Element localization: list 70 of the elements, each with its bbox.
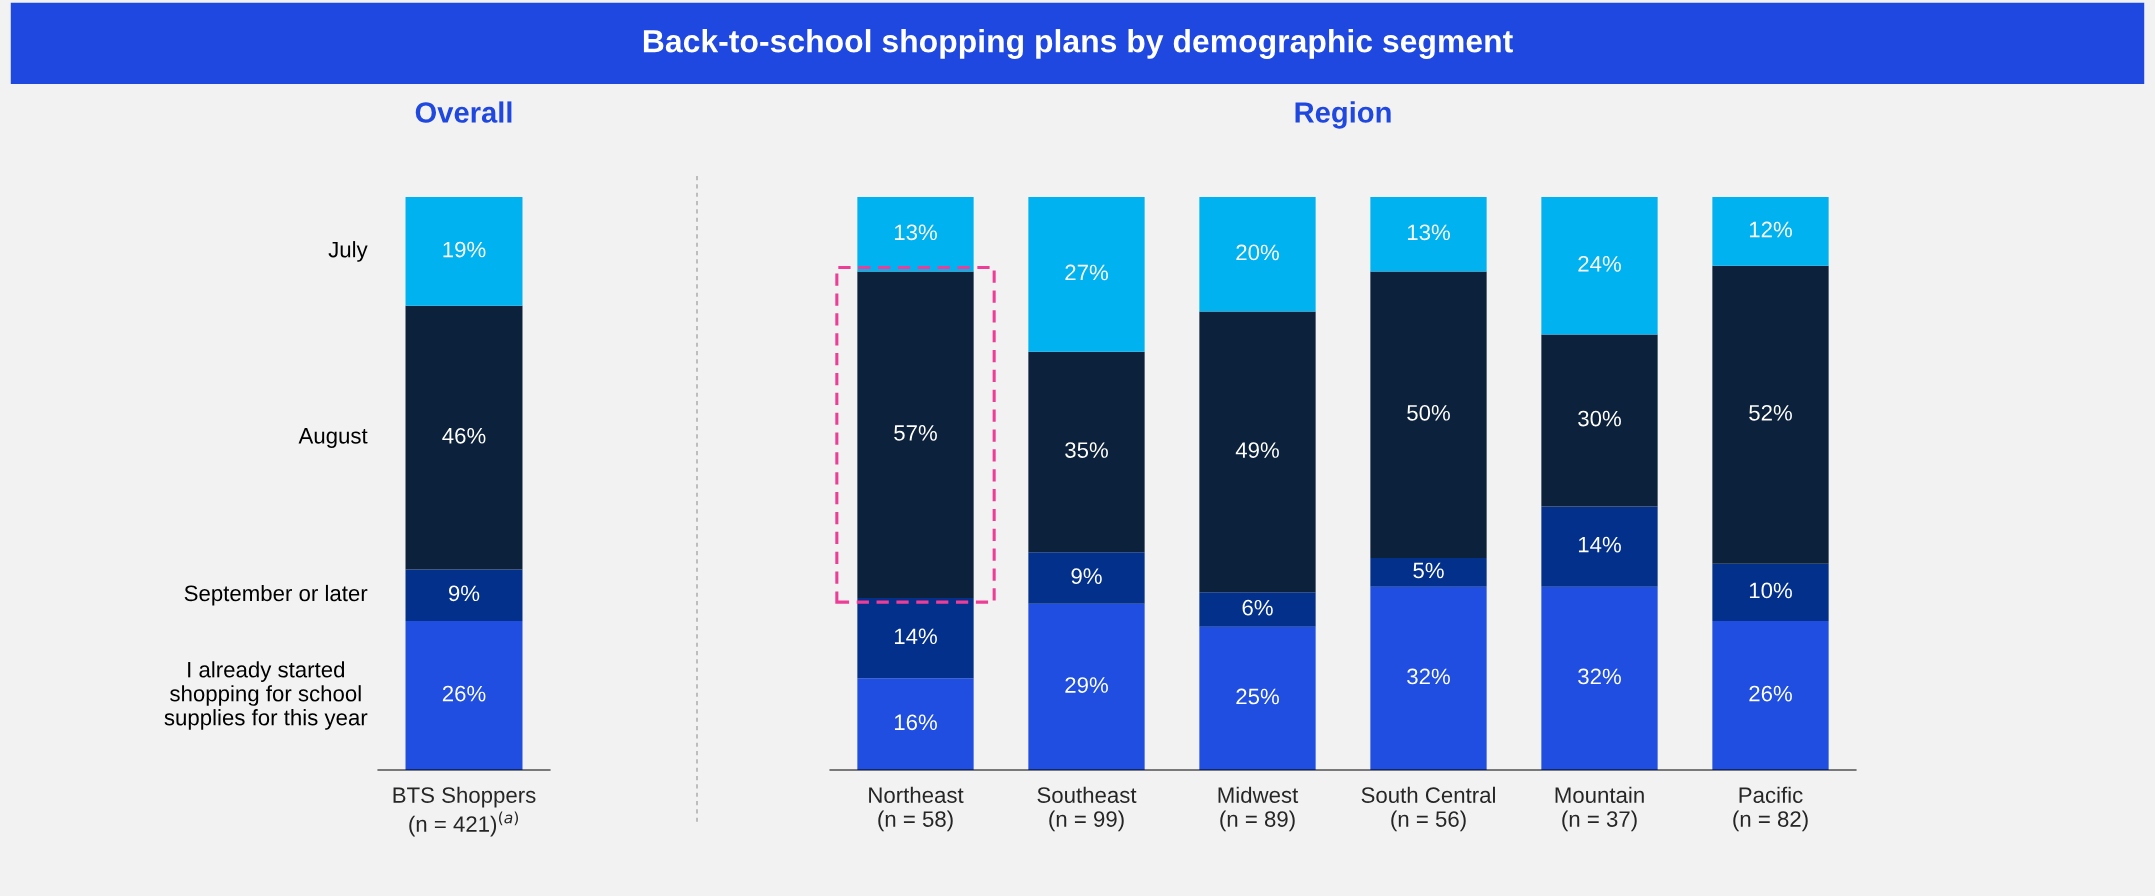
bar — [405, 569, 523, 622]
data-label: 9% — [448, 585, 480, 602]
data-label: 10% — [1749, 582, 1792, 599]
bar — [1028, 197, 1145, 352]
data-label: 35% — [1065, 442, 1108, 458]
bar — [857, 598, 974, 679]
x-tick-label: Midwest (n = 89) — [1218, 786, 1299, 832]
bar — [1028, 351, 1145, 553]
series-label: July — [328, 241, 368, 262]
data-label: 32% — [1578, 668, 1621, 685]
data-label: 52% — [1749, 404, 1792, 421]
bar — [1370, 197, 1487, 272]
data-label: 29% — [1065, 677, 1108, 693]
data-label: 12% — [1749, 221, 1792, 238]
bar — [1541, 197, 1658, 335]
bar — [1541, 506, 1658, 587]
data-label: 19% — [443, 241, 486, 258]
data-label: 14% — [1578, 536, 1621, 553]
data-label: 26% — [1749, 685, 1792, 702]
bar — [1370, 557, 1487, 587]
data-label: 26% — [442, 685, 486, 702]
x-tick-label: Mountain (n = 37) — [1555, 786, 1644, 832]
data-label: 5% — [1413, 562, 1444, 579]
bar — [1712, 563, 1829, 622]
bar — [405, 305, 523, 570]
bar — [1712, 621, 1829, 770]
bar — [1541, 334, 1658, 507]
bar — [1712, 265, 1829, 564]
bar — [1028, 552, 1145, 604]
data-label: 13% — [1407, 224, 1450, 241]
data-label: 49% — [1235, 442, 1279, 458]
text: Back-to-school shopping plans by demographic segment — [643, 29, 1513, 59]
data-label: 16% — [894, 714, 937, 731]
series-label: I already started shopping for school supplies for this year — [164, 661, 368, 730]
data-label: 32% — [1407, 668, 1450, 685]
data-label: 20% — [1236, 244, 1279, 261]
bar — [1199, 311, 1316, 593]
bar — [1712, 197, 1829, 266]
chart-subtitle: Region — [1295, 101, 1391, 129]
data-label: 24% — [1578, 255, 1621, 272]
data-label: 6% — [1242, 599, 1273, 616]
bar — [1028, 603, 1145, 770]
x-tick-label: BTS Shoppers (n = 421)$^{(a)}$ — [393, 786, 536, 837]
x-tick-label: South Central (n = 56) — [1361, 786, 1495, 832]
data-label: 9% — [1071, 568, 1102, 585]
bar — [857, 678, 974, 770]
bar — [1199, 197, 1316, 312]
data-label: 25% — [1236, 688, 1279, 705]
bar — [1199, 592, 1316, 627]
series-label: August — [298, 428, 368, 449]
bar — [1370, 586, 1487, 770]
data-label: 30% — [1578, 410, 1621, 427]
bar — [857, 271, 974, 599]
data-label: 13% — [894, 224, 937, 241]
bar — [1199, 626, 1316, 770]
bar — [857, 197, 974, 272]
x-tick-label: Northeast (n = 58) — [869, 786, 964, 832]
chart-subtitle: Overall — [415, 101, 512, 123]
bar — [1541, 586, 1658, 770]
bar — [405, 197, 523, 306]
data-label: 57% — [894, 425, 937, 441]
series-label: September or later — [184, 584, 368, 606]
bar — [1370, 271, 1487, 558]
x-tick-label: Pacific (n = 82) — [1733, 786, 1808, 832]
x-tick-label: Southeast (n = 99) — [1037, 786, 1137, 832]
bar — [405, 621, 523, 770]
data-label: 14% — [894, 628, 937, 645]
data-label: 27% — [1065, 264, 1108, 281]
data-label: 46% — [442, 427, 486, 444]
data-label: 50% — [1407, 404, 1450, 421]
